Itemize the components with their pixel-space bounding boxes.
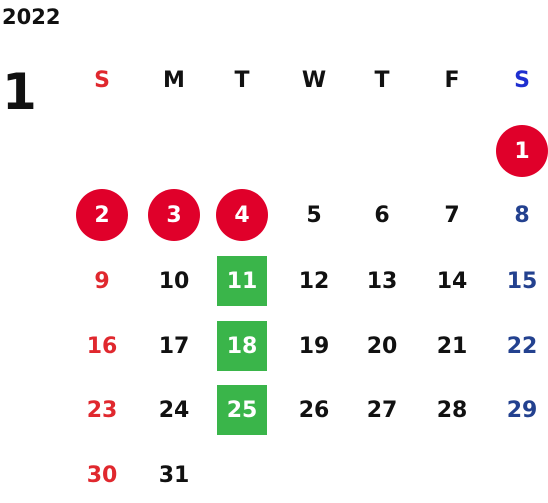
day-7[interactable]: 7 [444, 202, 460, 228]
day-24[interactable]: 24 [158, 397, 190, 423]
month-label: 1 [2, 63, 37, 121]
weekday-thursday: T [374, 67, 390, 93]
day-22[interactable]: 22 [506, 333, 538, 359]
day-13[interactable]: 13 [366, 268, 398, 294]
weekday-tuesday: T [234, 67, 250, 93]
day-14[interactable]: 14 [436, 268, 468, 294]
day-3-holiday[interactable]: 3 [148, 189, 200, 241]
day-10[interactable]: 10 [158, 268, 190, 294]
day-28[interactable]: 28 [436, 397, 468, 423]
day-23[interactable]: 23 [86, 397, 118, 423]
day-18-event[interactable]: 18 [217, 321, 267, 371]
year-label: 2022 [2, 5, 61, 29]
day-21[interactable]: 21 [436, 333, 468, 359]
day-19[interactable]: 19 [298, 333, 330, 359]
day-15[interactable]: 15 [506, 268, 538, 294]
day-5[interactable]: 5 [306, 202, 322, 228]
day-30[interactable]: 30 [86, 462, 118, 488]
day-16[interactable]: 16 [86, 333, 118, 359]
day-6[interactable]: 6 [374, 202, 390, 228]
day-2-holiday[interactable]: 2 [76, 189, 128, 241]
weekday-wednesday: W [301, 67, 327, 93]
day-29[interactable]: 29 [506, 397, 538, 423]
day-12[interactable]: 12 [298, 268, 330, 294]
day-9[interactable]: 9 [94, 268, 110, 294]
day-1-holiday[interactable]: 1 [496, 125, 548, 177]
weekday-friday: F [444, 67, 460, 93]
day-25-event[interactable]: 25 [217, 385, 267, 435]
day-4-holiday[interactable]: 4 [216, 189, 268, 241]
day-8[interactable]: 8 [514, 202, 530, 228]
day-26[interactable]: 26 [298, 397, 330, 423]
day-17[interactable]: 17 [158, 333, 190, 359]
day-31[interactable]: 31 [158, 462, 190, 488]
weekday-sunday: S [94, 67, 110, 93]
weekday-saturday: S [514, 67, 530, 93]
day-11-event[interactable]: 11 [217, 256, 267, 306]
weekday-monday: M [163, 67, 185, 93]
day-27[interactable]: 27 [366, 397, 398, 423]
day-20[interactable]: 20 [366, 333, 398, 359]
